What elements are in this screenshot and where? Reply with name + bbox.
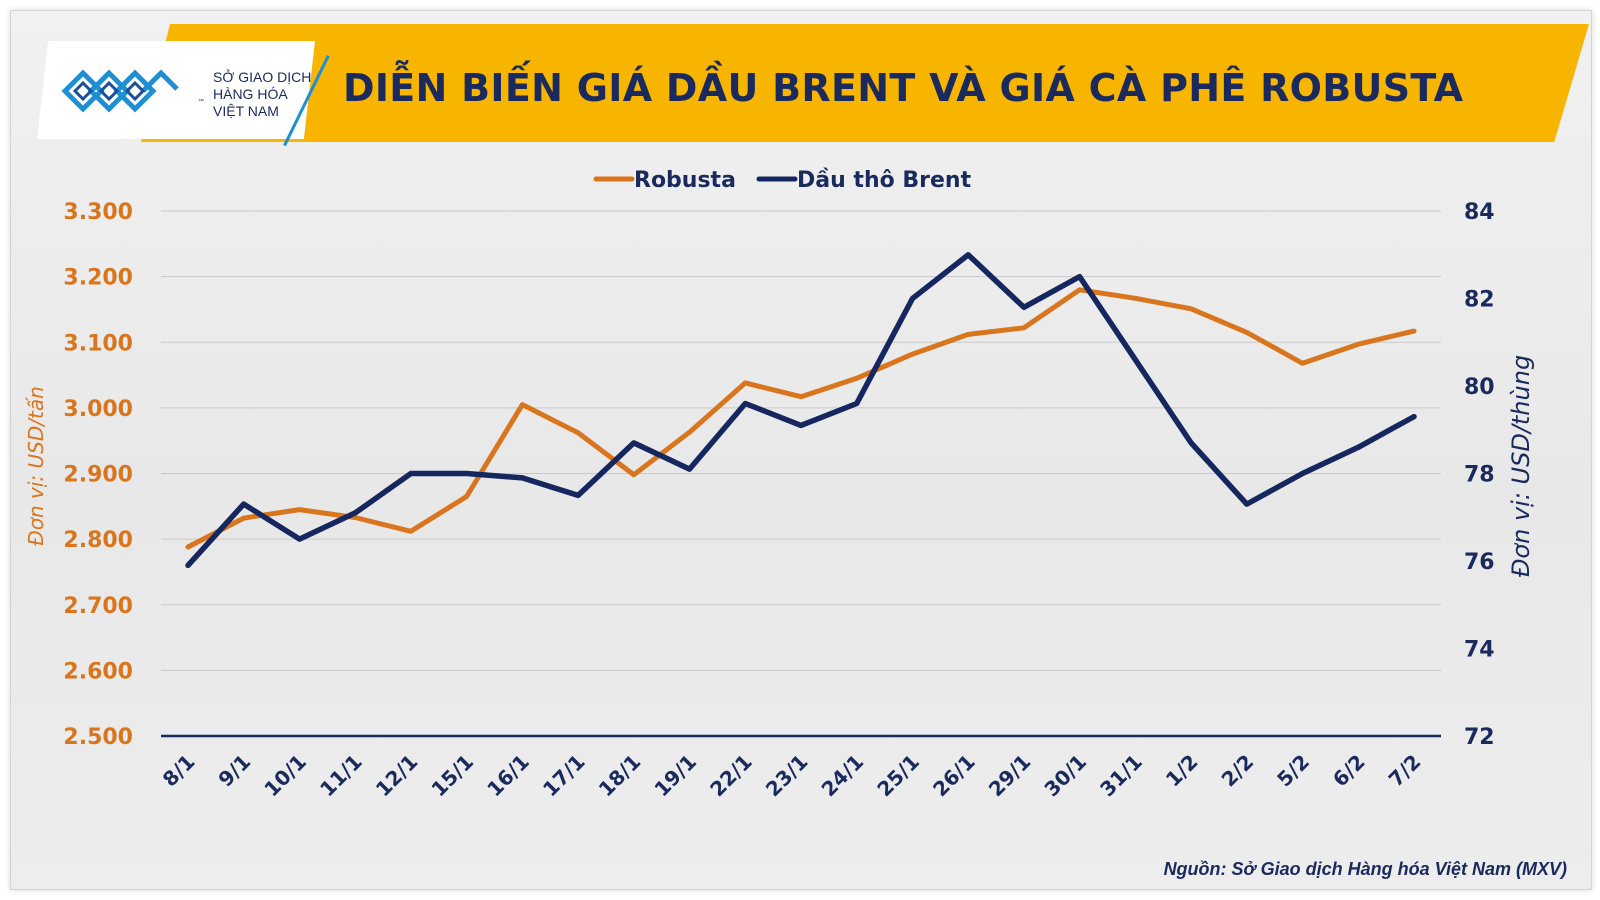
x-tick-label: 26/1: [928, 750, 980, 802]
x-tick-label: 22/1: [705, 750, 757, 802]
y-right-tick-label: 74: [1464, 638, 1495, 663]
y-left-tick-label: 2.900: [63, 463, 133, 488]
logo-line-3: VIỆT NAM: [213, 103, 279, 119]
x-tick-label: 7/2: [1384, 750, 1426, 792]
source-note: Nguồn: Sở Giao dịch Hàng hóa Việt Nam (M…: [1163, 859, 1567, 879]
legend: Robusta Dầu thô Brent: [593, 168, 972, 193]
x-tick-label: 23/1: [761, 750, 813, 802]
logo-box: ™ SỞ GIAO DỊCH HÀNG HÓA VIỆT NAM: [37, 41, 315, 139]
x-tick-label: 6/2: [1328, 750, 1370, 792]
axis-labels: 3.300 3.200 3.100 3.000 2.900 2.800 2.700 2.600…: [24, 200, 1535, 801]
y-left-tick-label: 3.000: [63, 397, 133, 422]
y-left-tick-label: 2.800: [63, 528, 133, 553]
x-tick-label: 5/2: [1272, 750, 1314, 792]
y-right-tick-label: 78: [1464, 463, 1495, 488]
robusta-line: [185, 287, 1417, 550]
series-lines: [185, 252, 1417, 569]
x-tick-label: 31/1: [1095, 750, 1147, 802]
y-left-tick-label: 3.100: [63, 331, 133, 356]
y-right-axis-title: Đơn vị: USD/thùng: [1507, 355, 1535, 577]
x-tick-label: 18/1: [594, 750, 646, 802]
chart-frame: DIỄN BIẾN GIÁ DẦU BRENT VÀ GIÁ CÀ PHÊ RO…: [10, 10, 1592, 890]
x-tick-label: 16/1: [482, 750, 534, 802]
y-left-tick-label: 2.500: [63, 725, 133, 750]
y-right-tick-label: 72: [1464, 725, 1495, 750]
legend-label: Robusta: [634, 168, 736, 193]
y-right-tick-label: 80: [1464, 375, 1495, 400]
y-right-tick-label: 82: [1464, 288, 1495, 313]
x-tick-label: 11/1: [315, 750, 367, 802]
x-tick-label: 24/1: [817, 750, 869, 802]
x-tick-label: 25/1: [872, 750, 924, 802]
x-tick-label: 10/1: [259, 750, 311, 802]
legend-label: Dầu thô Brent: [797, 168, 972, 193]
y-left-tick-label: 3.200: [63, 266, 133, 291]
mxv-logo-icon: [61, 69, 179, 113]
x-tick-label: 19/1: [649, 750, 701, 802]
grid-lines: [161, 210, 1441, 671]
y-left-tick-label: 2.700: [63, 594, 133, 619]
x-tick-label: 2/2: [1217, 750, 1259, 792]
x-tick-label: 8/1: [158, 750, 200, 792]
title-banner: [141, 24, 1589, 142]
y-right-tick-label: 84: [1464, 200, 1495, 225]
x-tick-label: 9/1: [213, 750, 255, 792]
chart: Robusta Dầu thô Brent 3.300 3.200 3.100 3.00…: [24, 168, 1535, 801]
logo-line-1: SỞ GIAO DỊCH: [213, 69, 312, 85]
y-left-axis-title: Đơn vị: USD/tấn: [24, 386, 48, 546]
brent-line: [185, 252, 1417, 569]
x-tick-label: 29/1: [984, 750, 1036, 802]
x-tick-label: 17/1: [538, 750, 590, 802]
x-tick-label: 30/1: [1040, 750, 1092, 802]
x-tick-label: 15/1: [427, 750, 479, 802]
y-left-tick-label: 2.600: [63, 659, 133, 684]
trademark-mark: ™: [198, 99, 204, 105]
logo-line-2: HÀNG HÓA: [213, 86, 288, 102]
x-tick-label: 12/1: [371, 750, 423, 802]
x-tick-label: 1/2: [1161, 750, 1203, 792]
page-title: DIỄN BIẾN GIÁ DẦU BRENT VÀ GIÁ CÀ PHÊ RO…: [343, 66, 1464, 110]
y-right-tick-label: 76: [1464, 550, 1495, 575]
y-left-tick-label: 3.300: [63, 200, 133, 225]
